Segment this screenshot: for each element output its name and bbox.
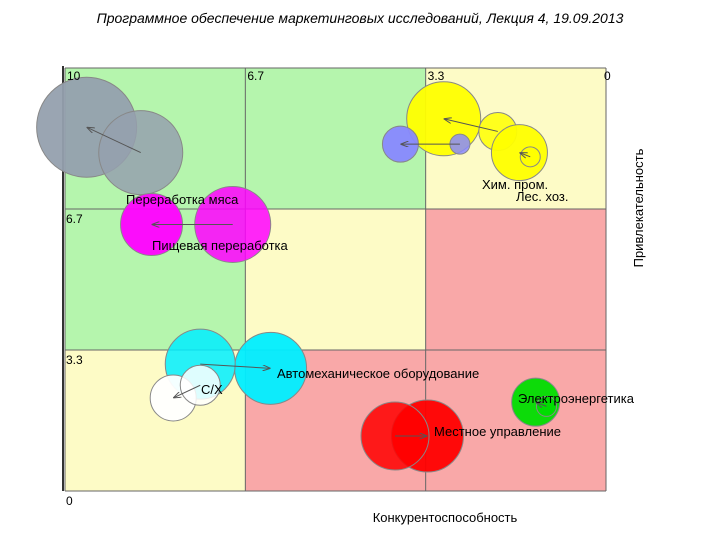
x-tick-label: 0 (604, 69, 611, 83)
slide-header: Программное обеспечение маркетинговых ис… (96, 10, 624, 26)
movement-arrow (87, 127, 141, 154)
movement-arrow (200, 363, 270, 368)
y-axis-title: Привлекательность (631, 148, 646, 267)
tick-labels: 10 6.7 3.3 0 6.7 3.3 0 (66, 69, 611, 508)
movement-arrow (536, 402, 547, 406)
y-tick-label: 0 (66, 494, 73, 508)
bubble-label: Местное управление (434, 424, 561, 439)
bubbles-layer (36, 76, 561, 473)
bubble-label: Автомеханическое оборудование (277, 366, 479, 381)
bubble-label: Электроэнергетика (518, 391, 635, 406)
bubble-label: Переработка мяса (126, 192, 239, 207)
movement-arrow (519, 153, 531, 157)
bubble-label: Пищевая переработка (152, 238, 289, 253)
zone-yellow (245, 209, 426, 350)
zone-red (425, 209, 606, 350)
bubble-label: Лес. хоз. (516, 189, 569, 204)
bubble-label: Хим. пром. (482, 177, 548, 192)
x-tick-label: 10 (67, 69, 81, 83)
x-tick-label: 3.3 (428, 69, 445, 83)
movement-arrow (173, 384, 201, 398)
movement-arrow (444, 119, 498, 132)
labels-layer: Переработка мяса Пищевая переработка Хим. … (126, 177, 635, 439)
y-tick-label: 6.7 (66, 212, 83, 226)
x-tick-label: 6.7 (247, 69, 264, 83)
y-tick-label: 3.3 (66, 353, 83, 367)
bubble-label: С/Х (201, 382, 223, 397)
x-axis-title: Конкурентоспособность (373, 510, 518, 525)
